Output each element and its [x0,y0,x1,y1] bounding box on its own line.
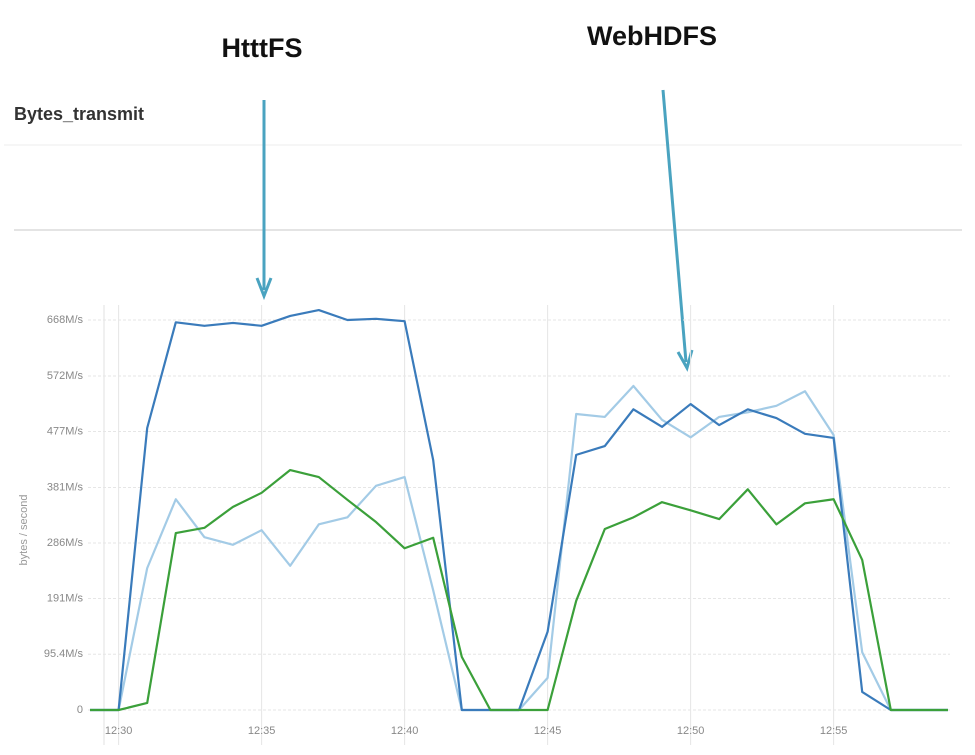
series-line [90,384,948,712]
y-tick-label: 477M/s [47,425,84,437]
x-tick-label: 12:35 [248,725,276,737]
series-line [90,308,948,712]
y-tick-label: 572M/s [47,370,84,382]
y-tick-label: 0 [77,704,83,716]
x-tick-label: 12:40 [391,725,419,737]
y-tick-label: 668M/s [47,314,84,326]
y-tick-label: 286M/s [47,537,84,549]
x-tick-label: 12:30 [105,725,133,737]
arrow [661,89,688,363]
arrows [255,89,694,372]
y-tick-label: 95.4M/s [44,648,84,660]
series-line [90,468,948,712]
y-tick-label: 191M/s [47,592,84,604]
annotation: WebHDFS [587,21,717,51]
x-tick-label: 12:45 [534,725,562,737]
annotation: HtttFS [222,33,303,63]
x-tick-label: 12:50 [677,725,705,737]
y-tick-label: 381M/s [47,481,84,493]
x-tick-label: 12:55 [820,725,848,737]
y-axis-label: bytes / second [18,495,30,566]
chart-title: Bytes_transmit [14,104,144,124]
arrow-head [255,277,273,301]
